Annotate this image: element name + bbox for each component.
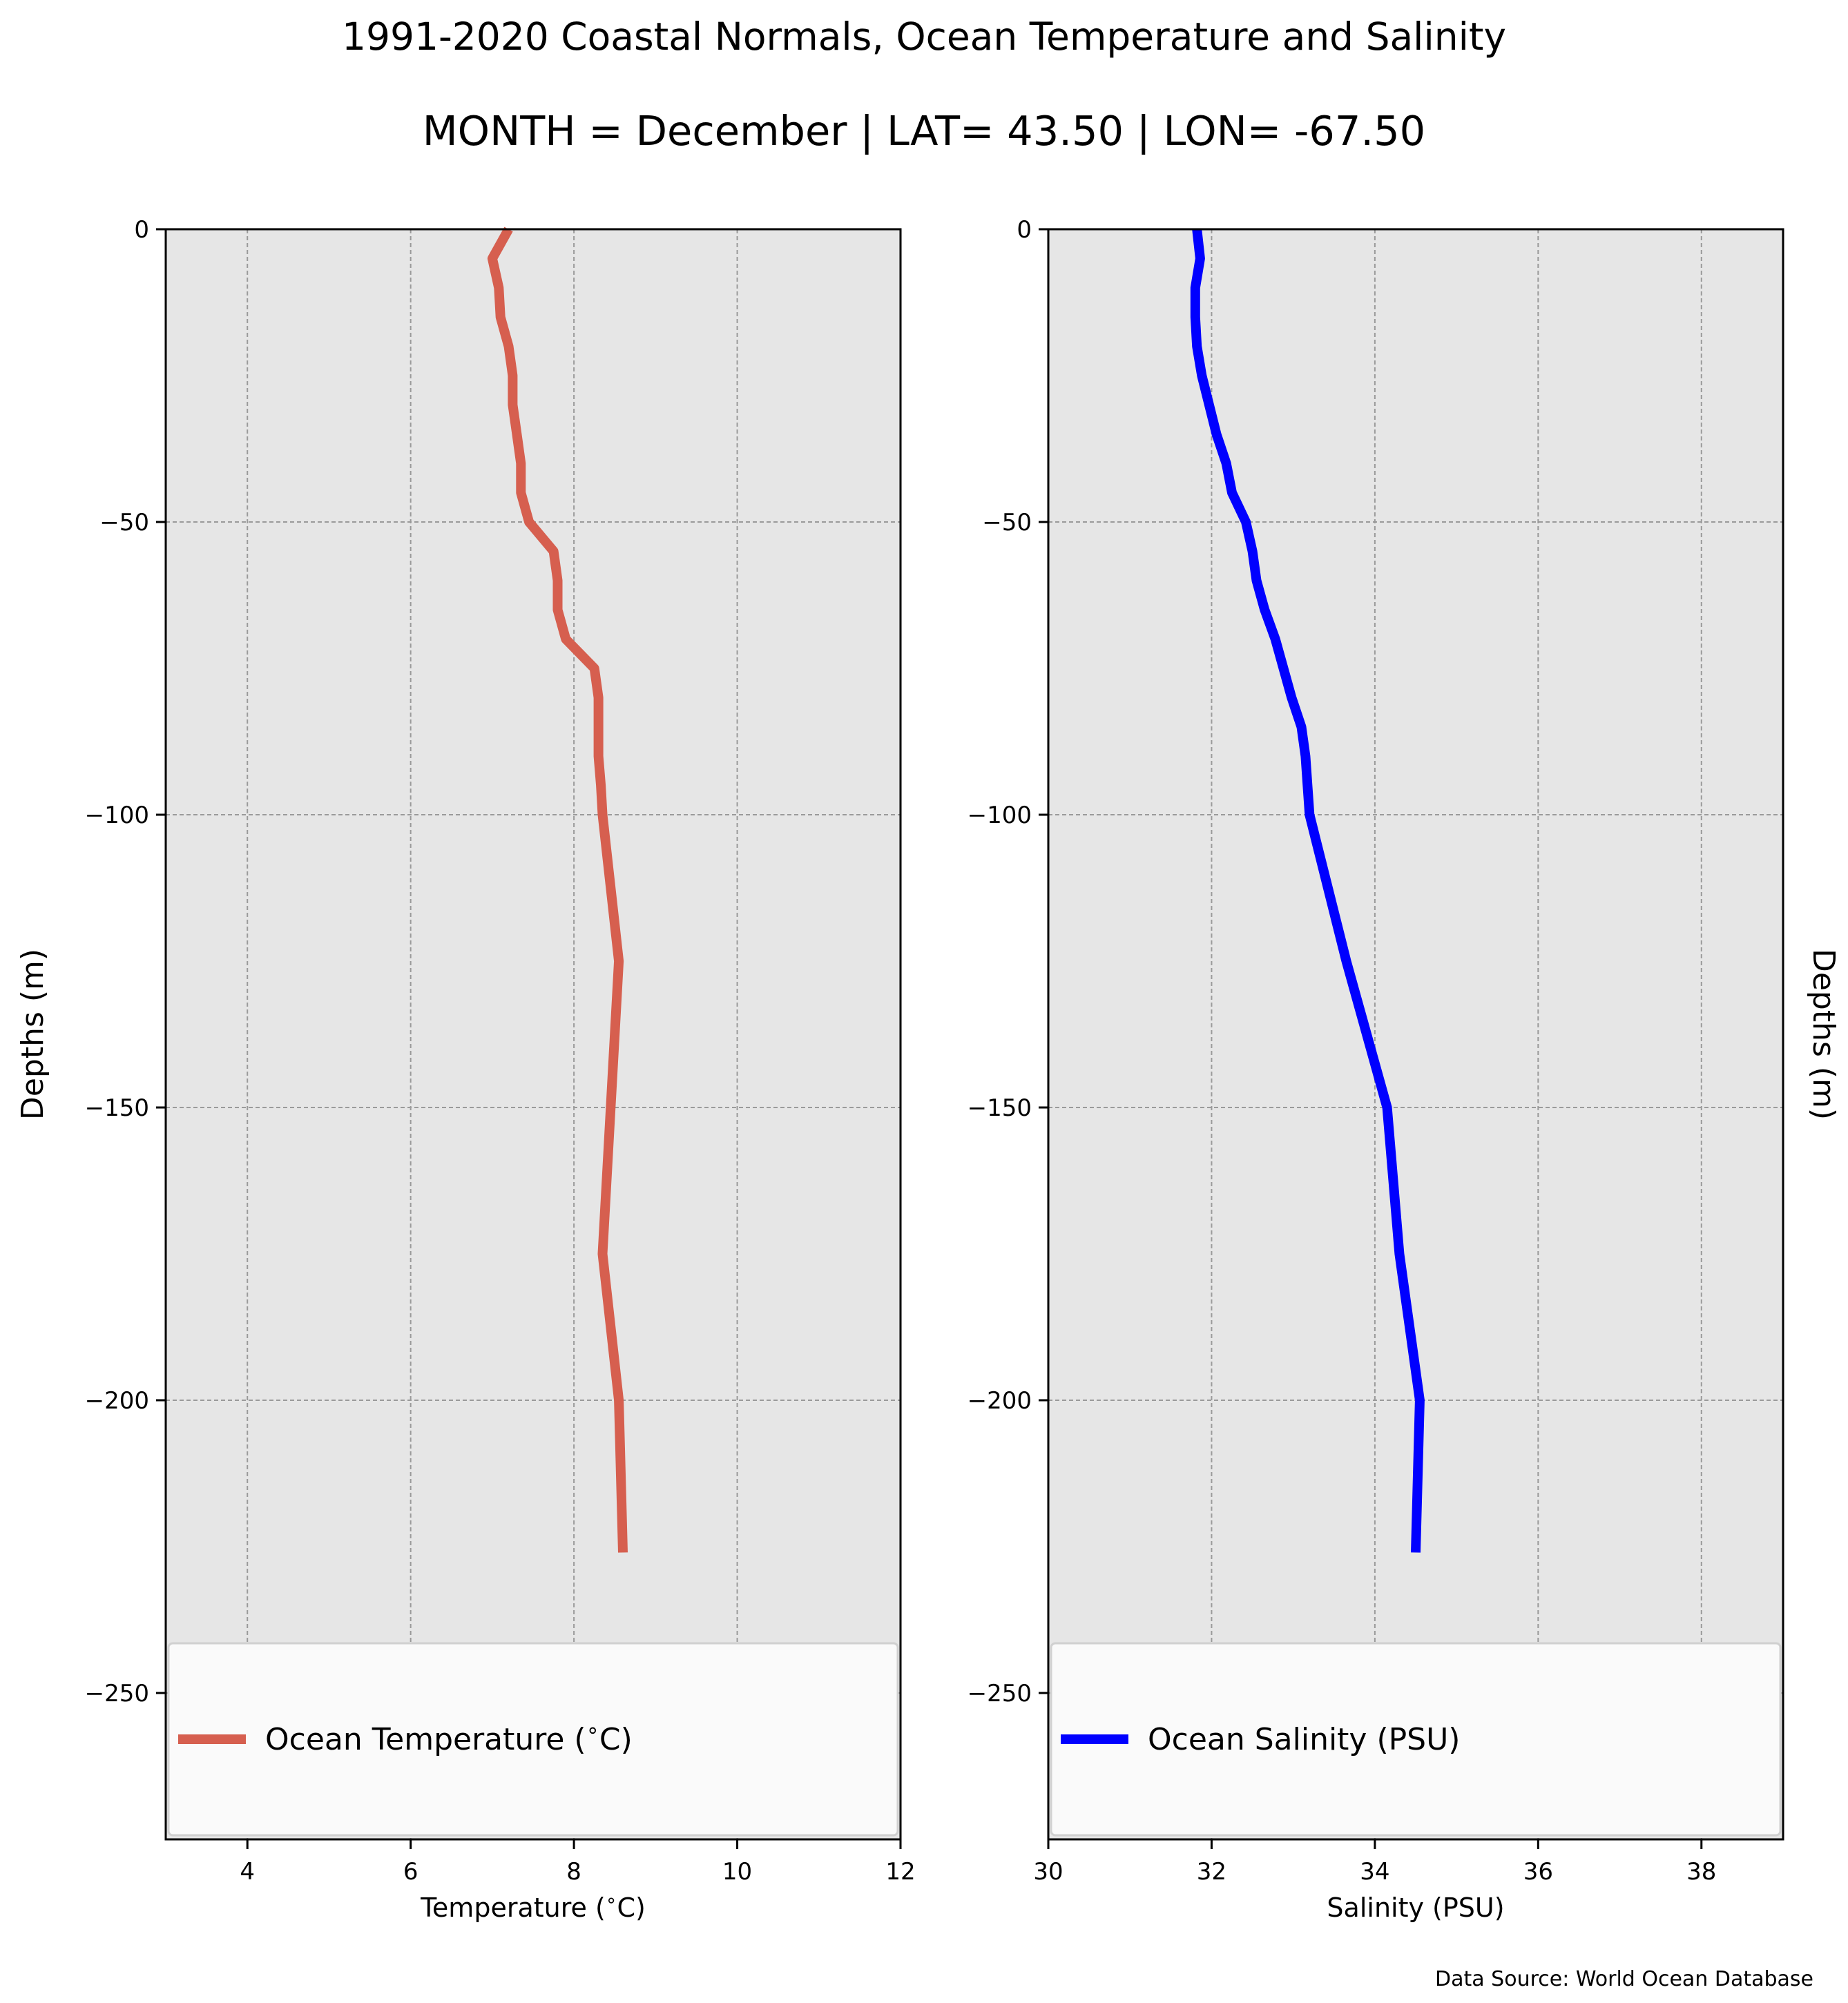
y-tick-label: −200 [968, 1387, 1032, 1415]
x-tick-label: 4 [240, 1858, 255, 1886]
series-line [1190, 229, 1425, 1553]
y-tick-label: −50 [99, 509, 149, 536]
legend-label: Ocean Salinity (PSU) [1148, 1722, 1460, 1757]
y-tick-label: −100 [85, 802, 149, 829]
x-axis-label: Temperature (∘C) [420, 1890, 646, 1924]
y-tick-label: −50 [982, 509, 1032, 536]
series-line [487, 226, 628, 1553]
y-axis-label: Depths (m) [1806, 949, 1841, 1120]
x-tick-label: 12 [885, 1858, 915, 1886]
data-source-note: Data Source: World Ocean Database [1435, 1967, 1813, 1991]
y-tick-label: −150 [968, 1094, 1032, 1122]
x-tick-label: 36 [1523, 1858, 1553, 1886]
figure-title: 1991-2020 Coastal Normals, Ocean Tempera… [342, 14, 1506, 59]
x-tick-label: 8 [566, 1858, 581, 1886]
y-tick-label: −250 [968, 1680, 1032, 1707]
legend-box [1050, 1642, 1782, 1837]
x-tick-label: 32 [1197, 1858, 1226, 1886]
y-tick-label: −250 [85, 1680, 149, 1707]
x-tick-label: 38 [1686, 1858, 1716, 1886]
x-tick-label: 30 [1033, 1858, 1063, 1886]
plot-area [1048, 229, 1783, 1839]
legend-label: Ocean Temperature (∘C) [265, 1718, 633, 1757]
axes-frame [164, 228, 902, 1841]
figure-subtitle: MONTH = December | LAT= 43.50 | LON= -67… [423, 107, 1425, 155]
salinity-panel: Ocean Salinity (PSU) 30 32 34 36 38 0 −50 −100 −1… [968, 216, 1841, 1923]
x-tick-label: 6 [403, 1858, 418, 1886]
y-tick-label: −100 [968, 802, 1032, 829]
y-tick-label: 0 [134, 216, 149, 244]
temperature-panel: Ocean Temperature (∘C) 4 6 8 10 12 0 −50 −100 −15… [15, 216, 916, 1923]
y-tick-label: −150 [85, 1094, 149, 1122]
x-axis-label: Salinity (PSU) [1327, 1893, 1504, 1923]
x-tick-label: 34 [1360, 1858, 1389, 1886]
legend-box [167, 1642, 899, 1837]
y-axis-label: Depths (m) [15, 949, 50, 1120]
y-tick-label: −200 [85, 1387, 149, 1415]
axes-frame [1047, 228, 1784, 1841]
y-tick-label: 0 [1017, 216, 1032, 244]
plot-area [166, 229, 901, 1839]
x-tick-label: 10 [722, 1858, 752, 1886]
